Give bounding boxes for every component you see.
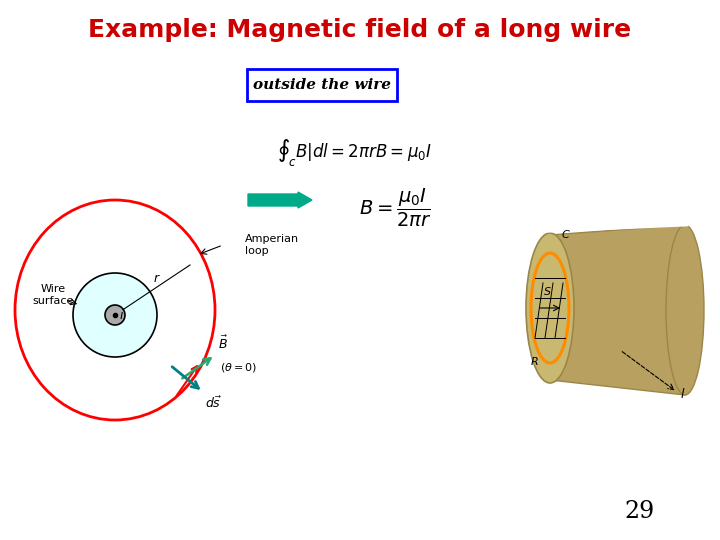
Text: 29: 29 (625, 501, 655, 523)
Text: $C$: $C$ (561, 228, 571, 240)
FancyArrow shape (248, 192, 312, 208)
Text: Amperian
loop: Amperian loop (245, 234, 299, 256)
Text: $(\theta = 0)$: $(\theta = 0)$ (220, 361, 257, 375)
Polygon shape (550, 225, 685, 395)
Text: Wire
surface: Wire surface (32, 284, 73, 306)
Ellipse shape (666, 225, 704, 395)
Ellipse shape (526, 233, 574, 383)
Text: $r$: $r$ (153, 272, 161, 285)
Text: $S$: $S$ (543, 285, 552, 297)
Text: $B = \dfrac{\mu_0 I}{2\pi r}$: $B = \dfrac{\mu_0 I}{2\pi r}$ (359, 187, 431, 229)
Text: outside the wire: outside the wire (253, 78, 391, 92)
Circle shape (73, 273, 157, 357)
FancyBboxPatch shape (247, 69, 397, 101)
Text: $l$: $l$ (680, 387, 685, 401)
Text: $d\vec{s}$: $d\vec{s}$ (205, 396, 222, 411)
Circle shape (105, 305, 125, 325)
Text: $\oint_c B|dl = 2\pi r B = \mu_0 I$: $\oint_c B|dl = 2\pi r B = \mu_0 I$ (277, 137, 433, 167)
Text: $\vec{B}$: $\vec{B}$ (218, 335, 228, 352)
Text: $i$: $i$ (119, 308, 125, 322)
Text: Example: Magnetic field of a long wire: Example: Magnetic field of a long wire (89, 18, 631, 42)
Text: $R$: $R$ (530, 355, 539, 367)
